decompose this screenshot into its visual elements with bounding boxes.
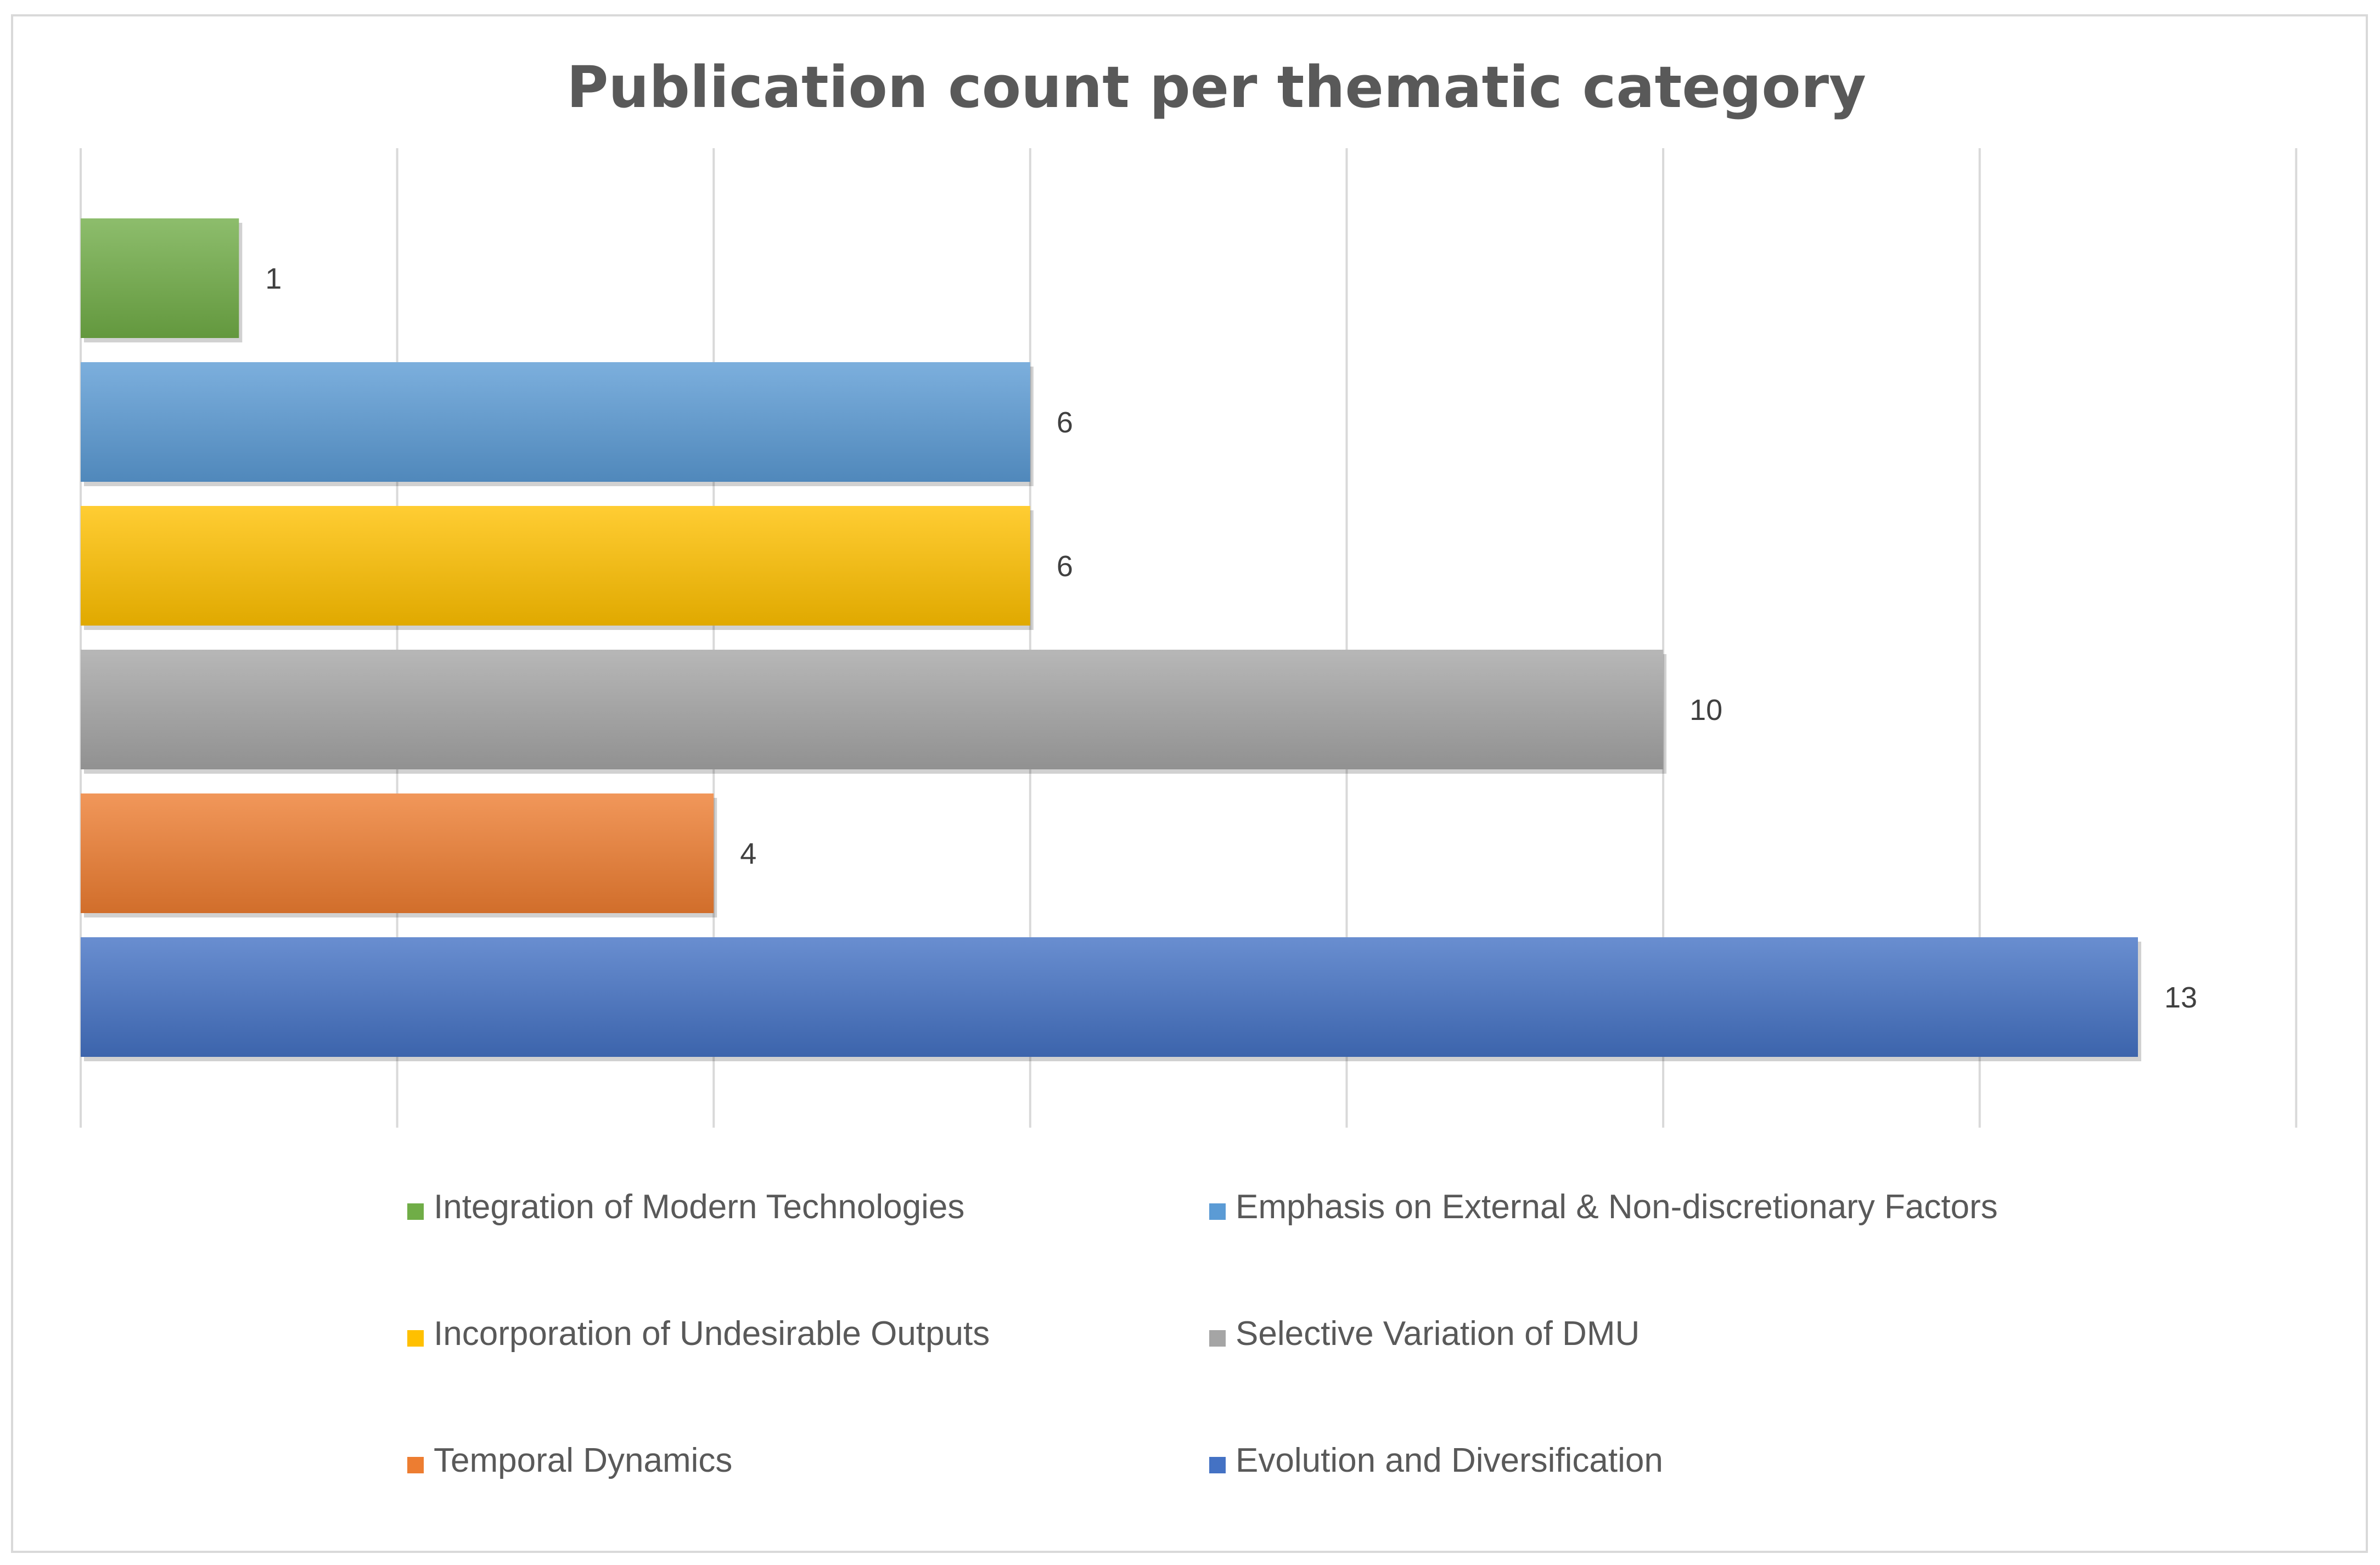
data-labels: 1 6 6 10 4 13 bbox=[265, 262, 2197, 1014]
chart-title: Publication count per thematic category bbox=[566, 54, 1866, 121]
chart-border bbox=[11, 14, 2368, 1553]
bar bbox=[81, 362, 1030, 482]
legend-item: Evolution and Diversification bbox=[1209, 1442, 1663, 1479]
gridlines bbox=[80, 148, 2298, 1128]
legend-item: Incorporation of Undesirable Outputs bbox=[407, 1315, 990, 1353]
legend-label: Integration of Modern Technologies bbox=[434, 1188, 964, 1226]
legend-swatch bbox=[1209, 1203, 1226, 1220]
legend-label: Selective Variation of DMU bbox=[1236, 1315, 1640, 1353]
legend-label: Emphasis on External & Non-discretionary… bbox=[1236, 1188, 1998, 1226]
bars bbox=[81, 218, 2141, 1061]
bar bbox=[81, 937, 2138, 1057]
legend-swatch bbox=[407, 1330, 424, 1347]
data-label: 4 bbox=[740, 837, 756, 870]
bar bbox=[81, 506, 1030, 626]
data-label: 1 bbox=[265, 262, 282, 295]
data-label: 13 bbox=[2164, 981, 2197, 1014]
data-label: 10 bbox=[1689, 694, 1722, 727]
legend-label: Evolution and Diversification bbox=[1236, 1442, 1663, 1479]
data-label: 6 bbox=[1057, 406, 1073, 439]
legend-swatch bbox=[407, 1203, 424, 1220]
data-label: 6 bbox=[1057, 550, 1073, 583]
bar bbox=[81, 650, 1664, 769]
legend-swatch bbox=[1209, 1330, 1226, 1347]
legend-swatch bbox=[1209, 1457, 1226, 1473]
legend-item: Integration of Modern Technologies bbox=[407, 1188, 964, 1226]
legend: Integration of Modern Technologies Emphas… bbox=[407, 1188, 1998, 1479]
legend-item: Temporal Dynamics bbox=[407, 1442, 732, 1479]
bar bbox=[81, 218, 239, 338]
legend-item: Emphasis on External & Non-discretionary… bbox=[1209, 1188, 1998, 1226]
legend-swatch bbox=[407, 1457, 424, 1473]
legend-label: Incorporation of Undesirable Outputs bbox=[434, 1315, 990, 1353]
legend-item: Selective Variation of DMU bbox=[1209, 1315, 1640, 1353]
legend-label: Temporal Dynamics bbox=[434, 1442, 732, 1479]
bar bbox=[81, 793, 714, 913]
